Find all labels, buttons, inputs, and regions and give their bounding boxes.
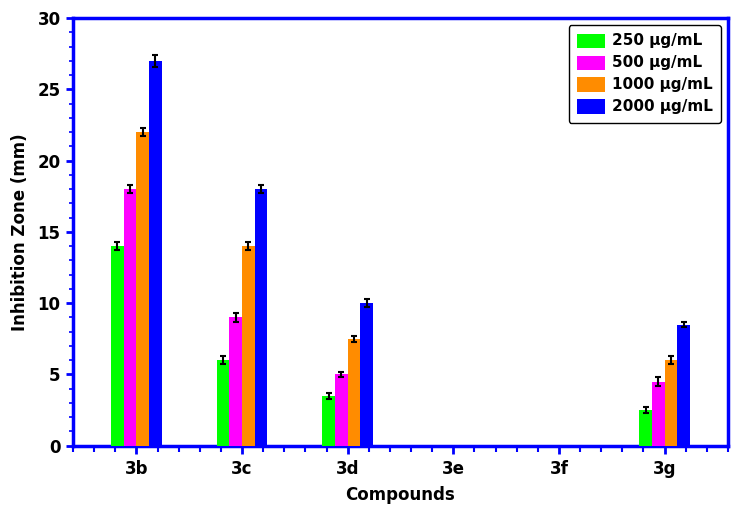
Bar	[361, 303, 373, 445]
Bar	[123, 189, 137, 445]
Bar	[111, 246, 123, 445]
Bar	[652, 382, 664, 445]
Bar	[677, 324, 690, 445]
Bar	[255, 189, 268, 445]
Bar	[149, 61, 162, 445]
X-axis label: Compounds: Compounds	[346, 486, 455, 504]
Bar	[335, 374, 347, 445]
Bar	[217, 360, 229, 445]
Bar	[322, 396, 335, 445]
Bar	[347, 339, 361, 445]
Bar	[229, 317, 242, 445]
Bar	[137, 132, 149, 445]
Y-axis label: Inhibition Zone (mm): Inhibition Zone (mm)	[11, 133, 29, 331]
Bar	[639, 410, 652, 445]
Legend: 250 µg/mL, 500 µg/mL, 1000 µg/mL, 2000 µg/mL: 250 µg/mL, 500 µg/mL, 1000 µg/mL, 2000 µ…	[569, 25, 721, 123]
Bar	[242, 246, 255, 445]
Bar	[664, 360, 677, 445]
